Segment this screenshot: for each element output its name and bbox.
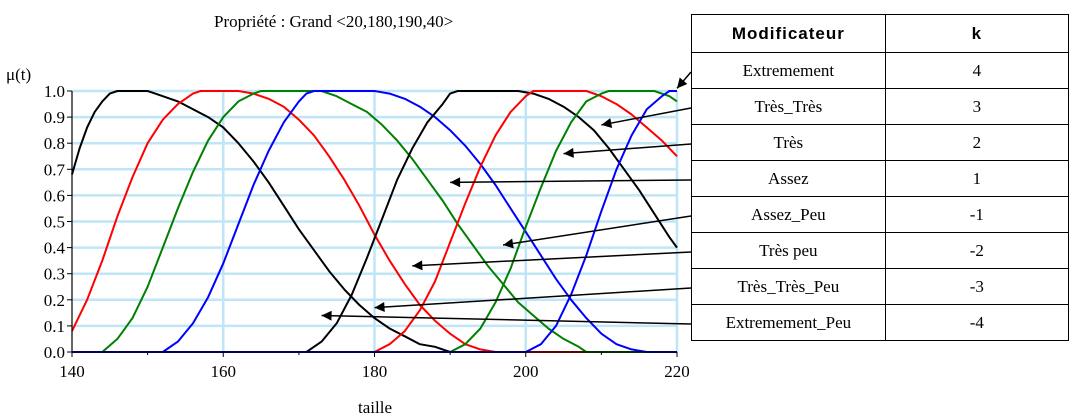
annotation-arrow — [412, 251, 692, 271]
annotation-arrow — [450, 177, 692, 188]
k-cell: 4 — [884, 52, 1069, 89]
chart-title: Propriété : Grand <20,180,190,40> — [214, 12, 454, 31]
k-cell: 2 — [884, 124, 1069, 161]
modifier-cell: Très_Très_Peu — [691, 268, 886, 305]
modifier-cell: Très — [691, 124, 886, 161]
x-tick-label: 220 — [664, 362, 690, 381]
x-tick-label: 160 — [211, 362, 237, 381]
k-cell: 1 — [884, 160, 1069, 197]
header-modificateur: Modificateur — [691, 14, 886, 53]
modifier-cell: Très peu — [691, 232, 886, 269]
y-tick-label: 0.0 — [44, 343, 65, 362]
annotation-arrow — [601, 107, 692, 128]
modifier-cell: Extremement_Peu — [691, 304, 886, 341]
series-line-8 — [72, 90, 677, 353]
x-tick-label: 140 — [59, 362, 85, 381]
table-header-row: Modificateur k — [691, 14, 1069, 53]
y-tick-label: 0.7 — [44, 160, 66, 179]
series-lines — [71, 90, 678, 353]
table-row: Assez_Peu -1 — [691, 196, 1069, 233]
annotation-arrow — [374, 287, 692, 313]
x-tick-label: 200 — [513, 362, 539, 381]
y-tick-label: 0.4 — [44, 239, 66, 258]
modifier-cell: Très_Très — [691, 88, 886, 125]
k-cell: -4 — [884, 304, 1069, 341]
y-tick-label: 0.5 — [44, 213, 65, 232]
annotation-arrow — [563, 143, 692, 158]
y-tick-label: 0.8 — [44, 134, 65, 153]
series-line-1 — [71, 90, 677, 353]
table-row: Extremement_Peu -4 — [691, 304, 1069, 341]
x-axis-label: taille — [358, 398, 392, 417]
k-cell: -2 — [884, 232, 1069, 269]
y-tick-label: 0.2 — [44, 291, 65, 310]
series-line-4 — [72, 90, 677, 353]
table-row: Extremement 4 — [691, 52, 1069, 89]
x-tick-label: 180 — [362, 362, 388, 381]
y-tick-label: 0.3 — [44, 265, 65, 284]
table-row: Très peu -2 — [691, 232, 1069, 269]
modifier-table: Modificateur k Extremement 4 Très_Très 3 T… — [691, 14, 1069, 341]
series-line-7 — [72, 90, 678, 353]
y-tick-label: 0.9 — [44, 108, 65, 127]
series-line-3 — [72, 90, 677, 353]
annotation-arrow — [321, 310, 692, 325]
annotation-arrow — [676, 71, 692, 89]
modifier-cell: Assez_Peu — [691, 196, 886, 233]
modifier-cell: Extremement — [691, 52, 886, 89]
series-line-5 — [72, 90, 678, 353]
series-line-6 — [72, 90, 678, 353]
series-line-2 — [71, 90, 677, 353]
y-tick-label: 0.6 — [44, 186, 65, 205]
y-axis-label: μ(t) — [6, 65, 31, 84]
modifier-cell: Assez — [691, 160, 886, 197]
grid — [72, 89, 679, 352]
y-tick-label: 1.0 — [44, 82, 65, 101]
k-cell: -3 — [884, 268, 1069, 305]
k-cell: 3 — [884, 88, 1069, 125]
table-row: Très_Très 3 — [691, 88, 1069, 125]
table-row: Assez 1 — [691, 160, 1069, 197]
annotation-arrow — [502, 215, 692, 249]
header-k: k — [884, 14, 1069, 53]
table-row: Très 2 — [691, 124, 1069, 161]
tick-labels: 0.0 0.1 0.2 0.3 0.4 0.5 0.6 0.7 0.8 0.9 1.0 140 160 1… — [44, 82, 690, 381]
k-cell: -1 — [884, 196, 1069, 233]
annotation-arrows — [321, 71, 692, 325]
table-row: Très_Très_Peu -3 — [691, 268, 1069, 305]
axes — [67, 90, 678, 357]
y-tick-label: 0.1 — [44, 317, 65, 336]
